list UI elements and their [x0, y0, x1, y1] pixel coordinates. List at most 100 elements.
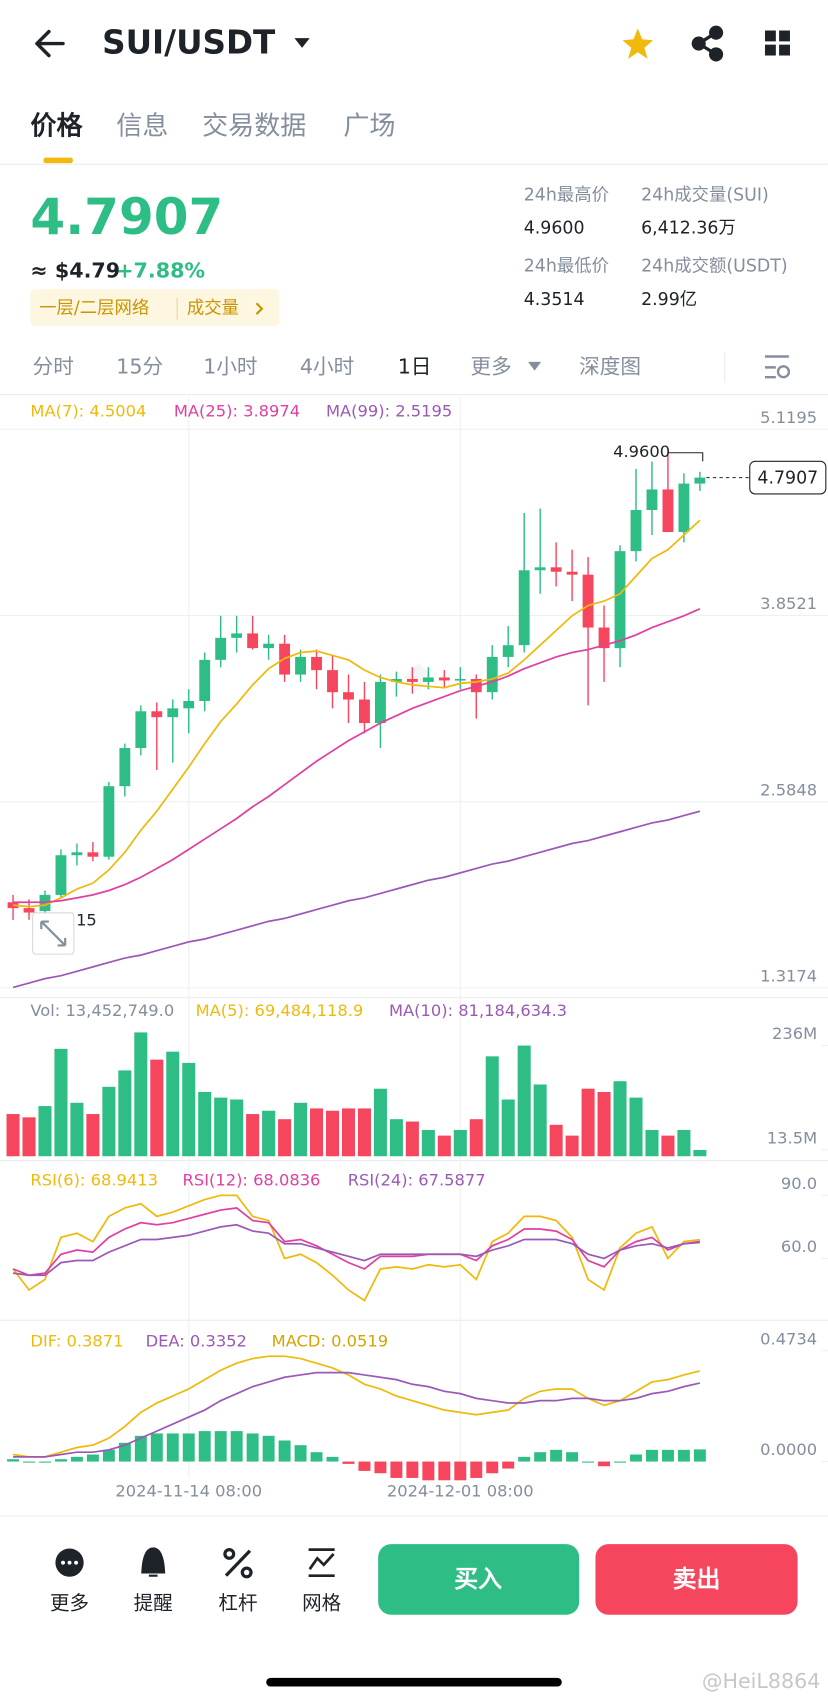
macd-bar	[54, 1459, 67, 1462]
candle-body	[151, 711, 163, 718]
candle-body	[662, 489, 674, 533]
tag[interactable]: 一层/二层网络	[39, 299, 149, 319]
macd-bar	[582, 1461, 595, 1463]
macd-bar	[326, 1456, 339, 1462]
last-price-box	[749, 460, 827, 495]
legend-entry: Vol: 13,452,749.0	[30, 1001, 174, 1020]
tag[interactable]: 成交量	[187, 299, 239, 319]
pair-dropdown[interactable]	[294, 38, 310, 48]
sell-label[interactable]: 卖出	[673, 1565, 721, 1593]
y-tick-label: 0.0000	[760, 1440, 817, 1459]
volume-bar	[341, 1108, 355, 1157]
macd-bar	[470, 1461, 483, 1478]
back-button[interactable]	[35, 29, 65, 58]
stat-label: 24h最低价	[524, 256, 609, 276]
macd-bar	[86, 1454, 99, 1462]
candle-body	[630, 510, 642, 552]
volume-bar	[294, 1102, 308, 1157]
chart-settings[interactable]	[764, 355, 791, 379]
interval[interactable]: 4小时	[300, 354, 354, 378]
action-label[interactable]: 提醒	[134, 1591, 173, 1614]
volume-bar	[182, 1062, 196, 1157]
candle-body	[614, 551, 626, 649]
action-label[interactable]: 更多	[50, 1591, 89, 1614]
macd-bar	[645, 1449, 658, 1462]
macd-bar	[534, 1452, 547, 1462]
indicator-line	[12, 1355, 701, 1458]
more-icon[interactable]	[55, 1548, 84, 1577]
volume-bar	[405, 1121, 419, 1157]
margin-icon[interactable]	[223, 1547, 253, 1579]
volume-bar	[6, 1114, 20, 1157]
indicator-line	[12, 1223, 700, 1277]
charts: 5.1195 3.8521 2.5848 1.3174 2024-11-14 08:00…	[0, 396, 828, 1501]
candle-body	[23, 908, 35, 913]
y-tick-label: 60.0	[781, 1237, 817, 1256]
share-button[interactable]	[691, 25, 724, 62]
interval[interactable]: 1小时	[203, 354, 257, 378]
candle-body	[343, 692, 354, 700]
candle-body	[406, 678, 418, 682]
menu-grid[interactable]	[764, 30, 790, 56]
interval[interactable]: 15分	[116, 354, 163, 378]
macd-bar	[150, 1433, 163, 1462]
candle-body	[55, 855, 67, 895]
y-tick-label: 13.5M	[767, 1129, 817, 1148]
home-indicator	[266, 1677, 562, 1687]
indicator-line	[12, 519, 701, 908]
tab-active[interactable]: 价格	[30, 111, 83, 142]
volume-bar	[597, 1091, 611, 1157]
action-label[interactable]: 网格	[302, 1591, 342, 1614]
volume-bar	[357, 1108, 371, 1157]
low-label: 15	[76, 910, 97, 929]
macd-bar	[598, 1461, 611, 1467]
volume-bar	[54, 1048, 68, 1157]
legend-entry: MA(25): 3.8974	[174, 401, 300, 420]
macd-bar	[677, 1449, 690, 1462]
indicator-line	[12, 1194, 700, 1302]
high-label: 4.9600	[613, 442, 670, 461]
interval[interactable]: 深度图	[579, 354, 641, 378]
interval[interactable]: 更多	[471, 354, 512, 378]
volume-bar	[645, 1129, 659, 1157]
y-tick-label: 236M	[772, 1024, 817, 1043]
high-marker	[667, 452, 704, 462]
interval-active[interactable]: 1日	[398, 354, 432, 378]
candle-body	[135, 711, 147, 749]
candle-body	[486, 656, 498, 693]
tab[interactable]: 广场	[343, 112, 395, 142]
macd-bar	[23, 1461, 35, 1463]
y-tick-label: 0.4734	[760, 1329, 817, 1348]
interval[interactable]: 分时	[33, 354, 74, 378]
buy-label[interactable]: 买入	[454, 1565, 502, 1593]
y-tick-label: 90.0	[781, 1174, 817, 1193]
macd-bar	[102, 1449, 115, 1462]
tab[interactable]: 信息	[116, 112, 168, 142]
grid-icon[interactable]	[308, 1548, 335, 1578]
volume-bar	[373, 1088, 387, 1157]
candle-body	[390, 678, 402, 682]
candle-body	[311, 656, 322, 671]
macd-bar	[630, 1454, 642, 1462]
more-dropdown	[528, 361, 542, 371]
candle-body	[518, 570, 530, 646]
buy-button[interactable]	[378, 1544, 580, 1615]
volume-bar	[230, 1099, 244, 1157]
pair-title[interactable]: SUI/USDT	[102, 24, 276, 62]
volume-bar	[581, 1088, 595, 1157]
tag-arrow	[255, 302, 264, 315]
sell-button[interactable]	[595, 1544, 798, 1615]
macd-bar	[294, 1445, 307, 1462]
volume-bar	[485, 1056, 499, 1157]
favorite-star[interactable]	[622, 28, 654, 59]
legend-entry: RSI(6): 68.9413	[30, 1171, 158, 1190]
alert-icon[interactable]	[141, 1547, 166, 1577]
candle-body	[550, 567, 562, 572]
stat-value: 4.9600	[524, 218, 585, 238]
action-label[interactable]: 杠杆	[218, 1591, 257, 1614]
tab[interactable]: 交易数据	[202, 112, 306, 142]
indicator-line	[12, 810, 701, 989]
volume-bar	[278, 1119, 292, 1157]
y-tick-label: 2.5848	[760, 780, 817, 799]
